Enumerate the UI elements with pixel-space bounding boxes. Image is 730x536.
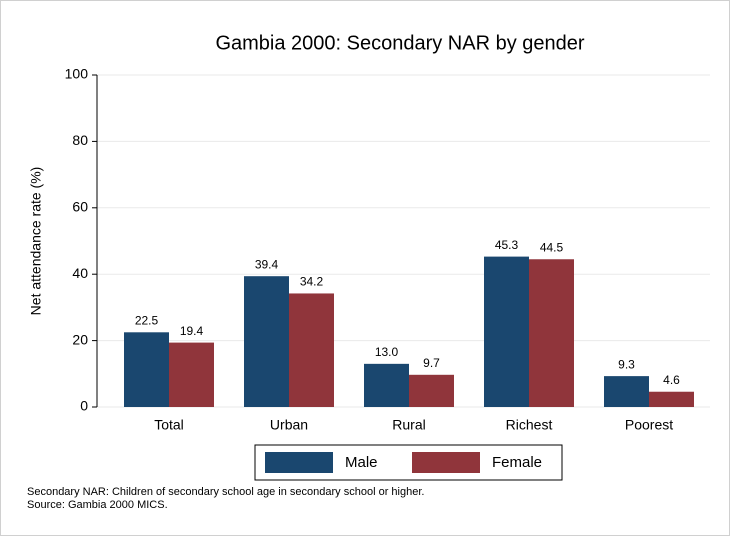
- bar: [529, 259, 574, 407]
- y-tick-label: 0: [80, 398, 88, 414]
- chart-title: Gambia 2000: Secondary NAR by gender: [215, 32, 584, 54]
- bar: [289, 293, 334, 407]
- value-label: 9.3: [618, 357, 635, 371]
- value-label: 9.7: [423, 356, 440, 370]
- note: Secondary NAR: Children of secondary sch…: [27, 486, 424, 498]
- legend-label: Female: [492, 454, 542, 471]
- x-tick-label: Urban: [270, 417, 308, 433]
- bar: [169, 342, 214, 407]
- y-tick-label: 100: [65, 66, 89, 82]
- value-label: 22.5: [135, 313, 159, 327]
- legend-swatch: [265, 452, 333, 473]
- x-tick-label: Rural: [392, 417, 425, 433]
- bar: [244, 276, 289, 407]
- x-tick-label: Poorest: [625, 417, 673, 433]
- bar: [364, 363, 409, 407]
- y-tick-label: 80: [72, 132, 88, 148]
- bar: [604, 376, 649, 407]
- value-label: 4.6: [663, 373, 680, 387]
- note: Source: Gambia 2000 MICS.: [27, 499, 168, 511]
- x-tick-label: Total: [154, 417, 184, 433]
- y-axis-label: Net attendance rate (%): [28, 167, 44, 316]
- bar: [409, 374, 454, 407]
- y-tick-label: 20: [72, 331, 88, 347]
- x-tick-label: Richest: [506, 417, 553, 433]
- value-label: 34.2: [300, 275, 324, 289]
- value-label: 13.0: [375, 345, 399, 359]
- y-tick-label: 60: [72, 199, 88, 215]
- value-label: 19.4: [180, 324, 204, 338]
- value-label: 45.3: [495, 238, 519, 252]
- legend-swatch: [412, 452, 480, 473]
- value-label: 44.5: [540, 240, 564, 254]
- legend-label: Male: [345, 454, 378, 471]
- y-tick-label: 40: [72, 265, 88, 281]
- bar: [484, 256, 529, 407]
- value-label: 39.4: [255, 257, 279, 271]
- bar: [124, 332, 169, 407]
- bar: [649, 391, 694, 407]
